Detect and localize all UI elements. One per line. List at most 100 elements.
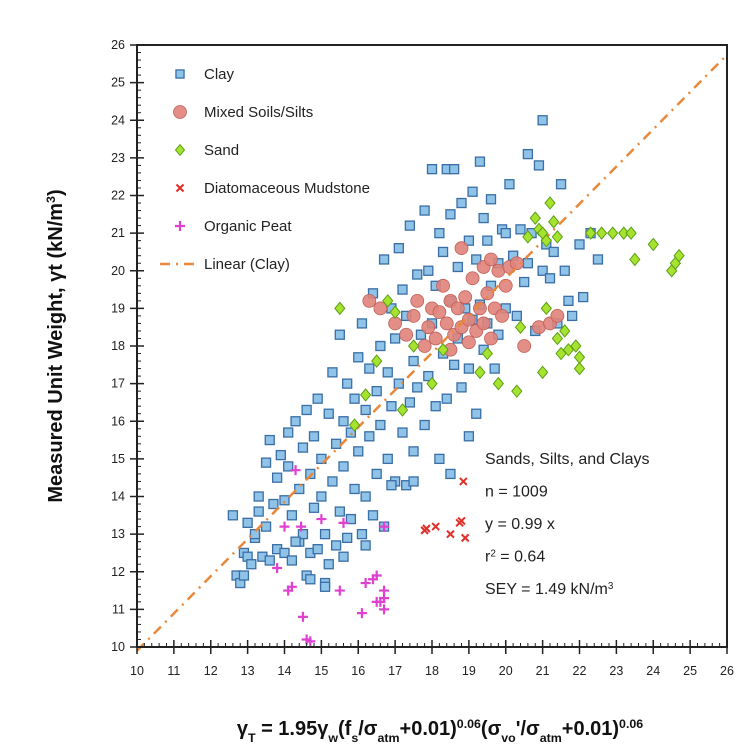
data-point: [522, 230, 534, 244]
data-point: [478, 212, 489, 224]
x-tick-label: 10: [130, 664, 144, 678]
label-part: 3: [44, 196, 58, 203]
data-point: [482, 235, 493, 246]
x-tick-label: 12: [204, 664, 218, 678]
data-point: [454, 241, 469, 256]
label-part: atm: [377, 731, 399, 745]
legend-marker: [174, 143, 186, 157]
data-point: [436, 278, 450, 293]
data-point: [260, 457, 272, 468]
data-point: [275, 449, 286, 461]
data-point: [419, 419, 430, 431]
label-part: T: [248, 731, 256, 745]
y-tick-label: 19: [111, 301, 125, 315]
data-point: [330, 438, 342, 449]
data-point: [452, 261, 463, 273]
data-point: [271, 472, 283, 483]
data-point: [316, 514, 327, 525]
label-part: '/σ: [516, 718, 540, 740]
data-point: [573, 350, 586, 365]
label-part: (f: [338, 718, 352, 740]
label-part: 0.06: [619, 717, 643, 731]
data-point: [379, 593, 390, 604]
data-point: [517, 339, 532, 353]
data-point: [272, 562, 283, 573]
data-point: [407, 339, 420, 353]
data-point: [515, 224, 526, 235]
plot-frame: [136, 44, 728, 648]
data-point: [566, 310, 578, 322]
data-point: [375, 419, 386, 431]
data-point: [283, 461, 294, 472]
data-point: [360, 540, 371, 551]
label-part: Sands, Silts, and Clays: [485, 451, 650, 468]
data-point: [509, 256, 524, 271]
data-point: [536, 365, 549, 380]
data-point: [253, 506, 264, 517]
data-point: [268, 498, 279, 510]
data-point: [349, 483, 360, 495]
stats-line: SEY = 1.49 kN/m3: [485, 581, 614, 599]
data-point: [448, 359, 460, 370]
data-point: [345, 427, 357, 438]
series-organic-peat: [272, 465, 390, 647]
data-point: [584, 226, 597, 240]
data-point: [434, 227, 445, 239]
x-tick-label: 26: [720, 664, 734, 678]
data-point: [364, 431, 375, 442]
data-point: [297, 528, 309, 540]
data-point: [334, 585, 345, 596]
data-point: [408, 355, 419, 367]
data-point: [367, 510, 379, 521]
data-point: [290, 465, 301, 476]
data-point: [550, 308, 565, 323]
data-point: [238, 570, 250, 581]
x-tick-label: 24: [646, 664, 660, 678]
data-point: [373, 301, 388, 316]
data-point: [323, 559, 334, 570]
data-point: [463, 431, 475, 442]
data-point: [371, 354, 383, 368]
label-part: +0.01): [562, 718, 619, 740]
data-point: [544, 273, 556, 284]
data-point: [338, 416, 349, 427]
data-point: [522, 148, 534, 160]
data-point: [559, 324, 571, 338]
data-point: [432, 305, 447, 320]
x-tick-label: 25: [683, 664, 697, 678]
data-point: [555, 179, 567, 190]
trendline: [136, 53, 728, 652]
data-point: [559, 265, 570, 276]
label-part: = 0.64: [496, 549, 545, 566]
data-point: [371, 596, 382, 607]
data-point: [379, 604, 390, 615]
data-point: [474, 156, 486, 167]
data-point: [519, 276, 530, 288]
legend-label: Organic Peat: [204, 218, 292, 235]
data-point: [294, 483, 305, 495]
data-point: [540, 233, 552, 248]
data-point: [473, 301, 487, 316]
data-point: [514, 320, 527, 334]
data-point: [484, 331, 498, 346]
legend-label: Sand: [204, 142, 239, 159]
data-point: [319, 581, 331, 592]
data-point: [353, 446, 364, 457]
data-point: [522, 258, 534, 269]
data-point: [356, 608, 367, 619]
data-point: [481, 346, 493, 361]
data-point: [540, 301, 552, 316]
data-point: [396, 403, 409, 417]
data-point: [437, 342, 449, 357]
data-point: [476, 316, 491, 331]
data-point: [529, 211, 541, 225]
data-point: [330, 540, 342, 551]
data-point: [360, 404, 371, 416]
data-point: [500, 227, 511, 239]
data-point: [544, 196, 556, 210]
data-point: [463, 363, 475, 374]
data-point: [323, 408, 334, 419]
label-part: Measured Unit Weight, γt (kN/m: [45, 203, 67, 503]
x-tick-label: 11: [167, 664, 180, 678]
data-point: [485, 194, 497, 205]
